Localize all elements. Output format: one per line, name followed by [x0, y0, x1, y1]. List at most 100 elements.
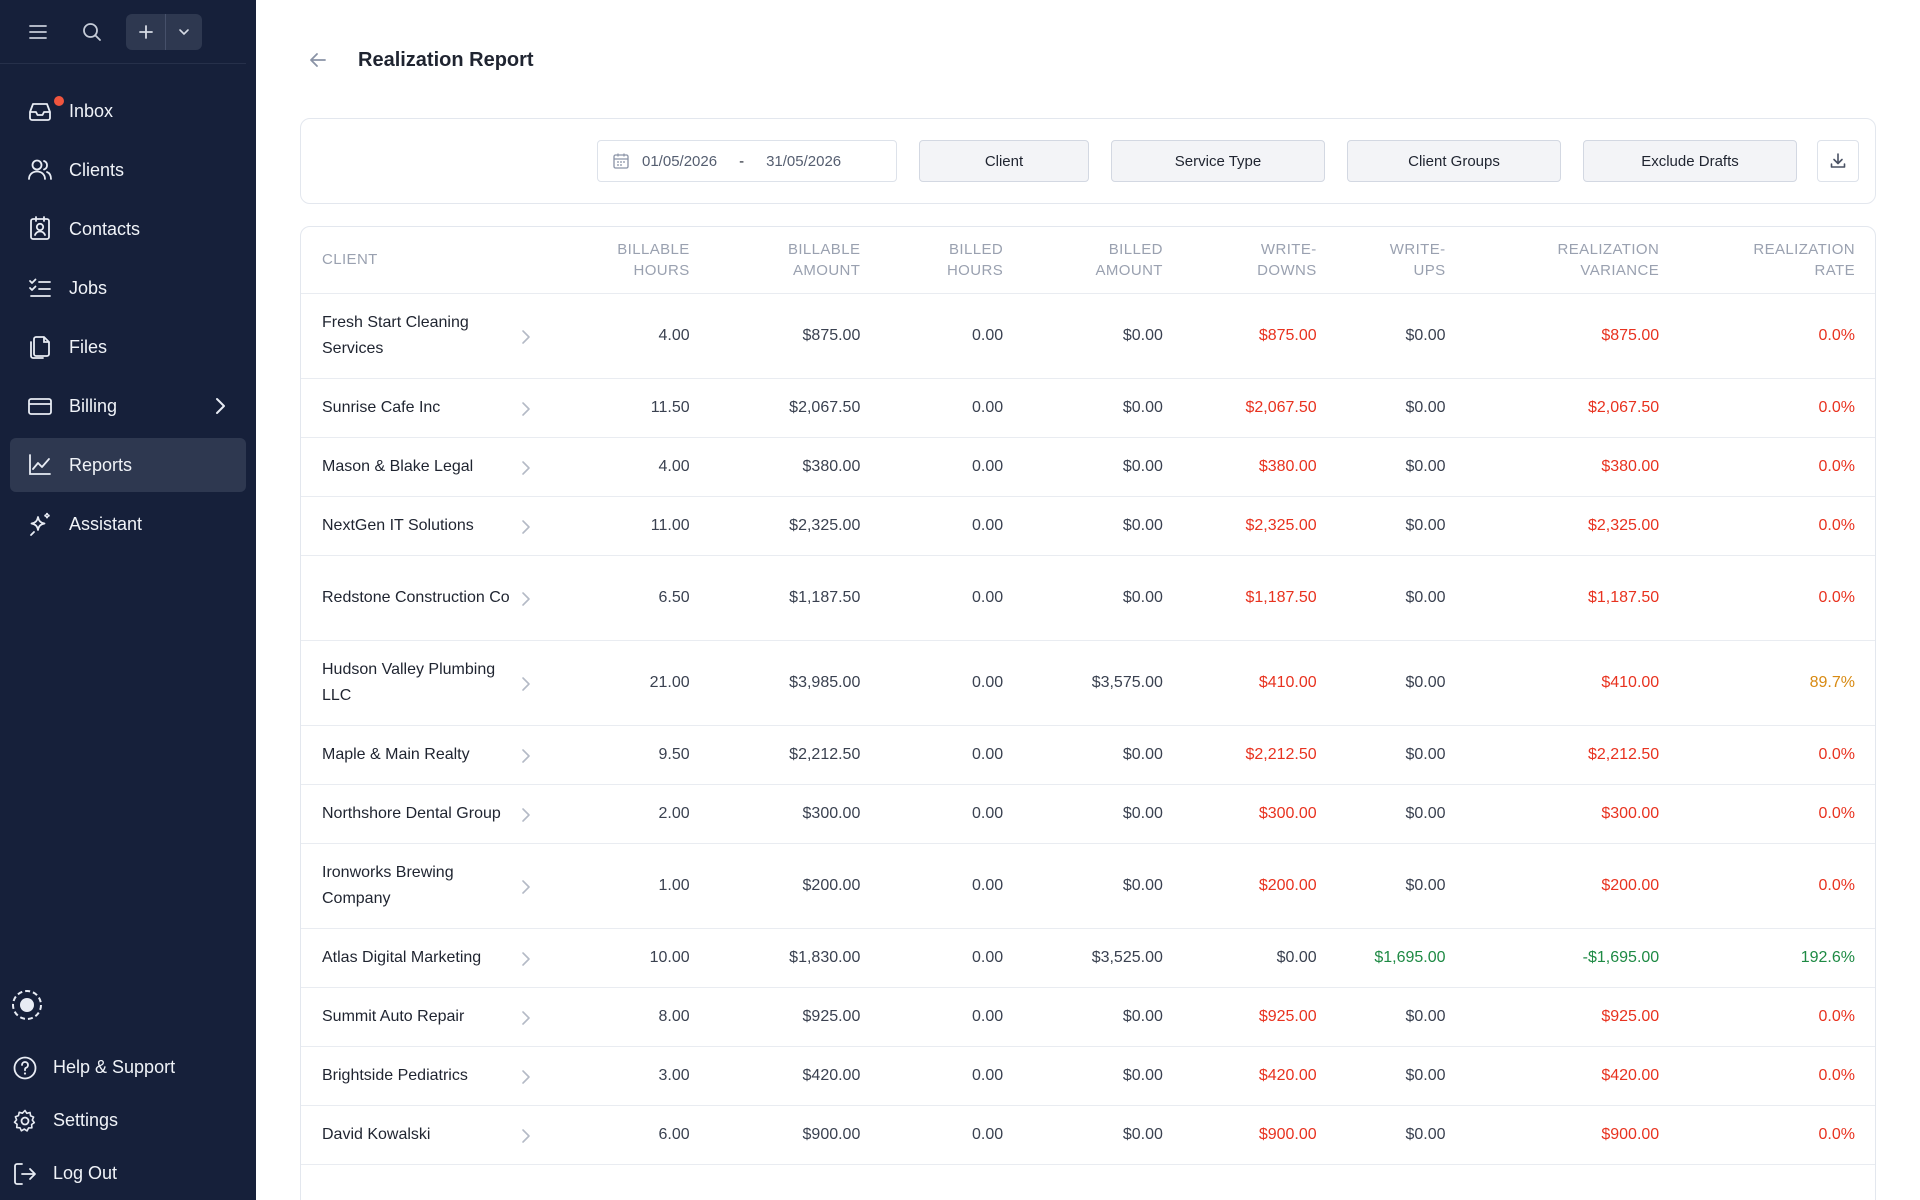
table-row[interactable]: Hudson Valley Plumbing LLC 21.00 $3,985.00… — [301, 640, 1875, 726]
date-from[interactable]: 01/05/2026 — [642, 152, 718, 170]
client-filter-button[interactable]: Client — [919, 140, 1089, 182]
client-name[interactable]: Northshore Dental Group — [322, 804, 501, 822]
chevron-right-icon[interactable] — [521, 878, 531, 904]
column-header-line: Rate — [1814, 261, 1855, 279]
sidebar-item-inbox[interactable]: Inbox — [10, 84, 246, 138]
billed-hours-cell: 0.00 — [876, 1046, 1020, 1106]
client-cell[interactable]: Hudson Valley Plumbing LLC — [301, 640, 543, 726]
sidebar-item-assistant[interactable]: Assistant — [10, 497, 246, 551]
client-cell[interactable]: Brightside Pediatrics — [301, 1046, 543, 1106]
column-header-billed-amount[interactable]: Billed Amount — [1019, 227, 1179, 294]
date-to[interactable]: 31/05/2026 — [766, 152, 842, 170]
client-name[interactable]: Ironworks Brewing Company — [322, 863, 454, 907]
column-header-write-ups[interactable]: Write- Ups — [1332, 227, 1462, 294]
sidebar-item-contacts[interactable]: Contacts — [10, 202, 246, 256]
client-name[interactable]: David Kowalski — [322, 1125, 431, 1143]
client-name[interactable]: Mason & Blake Legal — [322, 457, 474, 475]
main-content: Realization Report 01/05/2026 - 31/05/20… — [256, 0, 1920, 1200]
plus-icon[interactable] — [126, 13, 166, 50]
table-row[interactable]: Maple & Main Realty 9.50 $2,212.50 0.00 $0.0… — [301, 725, 1875, 785]
rate-cell: 0.0% — [1675, 378, 1875, 438]
sidebar-item-files[interactable]: Files — [10, 320, 246, 374]
table-row[interactable]: Redstone Construction Co 6.50 $1,187.50 0.0… — [301, 555, 1875, 641]
billable-amount-cell: $2,212.50 — [701, 725, 877, 785]
chevron-right-icon[interactable] — [208, 394, 232, 423]
chevron-down-icon[interactable] — [166, 28, 202, 36]
column-header-realization-rate[interactable]: Realization Rate — [1675, 227, 1875, 294]
client-cell[interactable]: Redstone Construction Co — [301, 555, 543, 641]
chevron-right-icon[interactable] — [521, 459, 531, 485]
column-header-line: Variance — [1580, 261, 1660, 279]
client-cell[interactable]: Fresh Start Cleaning Services — [301, 293, 543, 379]
sidebar-item-billing[interactable]: Billing — [10, 379, 246, 433]
client-groups-filter-button[interactable]: Client Groups — [1347, 140, 1561, 182]
client-cell[interactable]: Summit Auto Repair — [301, 987, 543, 1047]
help-support-link[interactable]: Help & Support — [0, 1041, 256, 1094]
column-header-write-downs[interactable]: Write- Downs — [1178, 227, 1333, 294]
chevron-right-icon[interactable] — [521, 590, 531, 616]
search-icon[interactable] — [80, 20, 104, 44]
chevron-right-icon[interactable] — [521, 518, 531, 544]
column-header-client[interactable]: Client — [301, 227, 543, 294]
table-row[interactable]: Brightside Pediatrics 3.00 $420.00 0.00 $0.0… — [301, 1046, 1875, 1106]
client-name[interactable]: Redstone Construction Co — [322, 588, 510, 606]
chevron-right-icon[interactable] — [521, 328, 531, 354]
client-cell[interactable]: Northshore Dental Group — [301, 784, 543, 844]
table-row[interactable]: Mason & Blake Legal 4.00 $380.00 0.00 $0.00 $… — [301, 437, 1875, 497]
client-name[interactable]: Fresh Start Cleaning Services — [322, 313, 469, 357]
billed-hours-cell: 0.00 — [876, 293, 1020, 379]
client-name[interactable]: Summit Auto Repair — [322, 1007, 465, 1025]
client-name[interactable]: Maple & Main Realty — [322, 745, 470, 763]
chevron-right-icon[interactable] — [521, 747, 531, 773]
client-name[interactable]: Brightside Pediatrics — [322, 1066, 468, 1084]
client-cell[interactable]: Sunrise Cafe Inc — [301, 378, 543, 438]
column-header-billable-hours[interactable]: Billable Hours — [542, 227, 702, 294]
chevron-right-icon[interactable] — [521, 806, 531, 832]
sidebar-item-reports[interactable]: Reports — [10, 438, 246, 492]
logout-link[interactable]: Log Out — [0, 1147, 256, 1200]
quick-add-button[interactable] — [126, 13, 202, 50]
sidebar-item-jobs[interactable]: Jobs — [10, 261, 246, 315]
client-cell[interactable]: Mason & Blake Legal — [301, 437, 543, 497]
billable-amount-cell: $420.00 — [701, 1046, 877, 1106]
client-name[interactable]: Hudson Valley Plumbing LLC — [322, 660, 496, 704]
client-cell[interactable]: David Kowalski — [301, 1105, 543, 1165]
back-arrow-icon[interactable] — [306, 48, 330, 72]
menu-icon[interactable] — [26, 20, 50, 44]
chevron-right-icon[interactable] — [521, 1068, 531, 1094]
write-ups-cell: $0.00 — [1332, 293, 1462, 379]
sidebar-nav: Inbox Clients Contacts Jobs Files — [0, 84, 256, 551]
date-range-picker[interactable]: 01/05/2026 - 31/05/2026 — [597, 140, 897, 182]
table-row[interactable]: NextGen IT Solutions 11.00 $2,325.00 0.00 $0… — [301, 496, 1875, 556]
client-name[interactable]: NextGen IT Solutions — [322, 516, 474, 534]
exclude-drafts-button[interactable]: Exclude Drafts — [1583, 140, 1797, 182]
client-cell[interactable]: Atlas Digital Marketing — [301, 928, 543, 988]
table-row[interactable]: Atlas Digital Marketing 10.00 $1,830.00 0.0… — [301, 928, 1875, 988]
download-icon[interactable] — [1817, 140, 1859, 182]
settings-link[interactable]: Settings — [0, 1094, 256, 1147]
column-header-billable-amount[interactable]: Billable Amount — [701, 227, 877, 294]
service-type-filter-button[interactable]: Service Type — [1111, 140, 1325, 182]
client-cell[interactable]: Maple & Main Realty — [301, 725, 543, 785]
client-name[interactable]: Sunrise Cafe Inc — [322, 398, 441, 416]
column-header-realization-variance[interactable]: Realization Variance — [1461, 227, 1676, 294]
column-header-billed-hours[interactable]: Billed Hours — [876, 227, 1020, 294]
table-row[interactable]: Ironworks Brewing Company 1.00 $200.00 0.00… — [301, 843, 1875, 929]
chevron-right-icon[interactable] — [521, 675, 531, 701]
table-row[interactable]: Summit Auto Repair 8.00 $925.00 0.00 $0.00 $9… — [301, 987, 1875, 1047]
billed-hours-cell: 0.00 — [876, 496, 1020, 556]
table-row[interactable]: David Kowalski 6.00 $900.00 0.00 $0.00 $900.0… — [301, 1105, 1875, 1165]
client-cell[interactable]: NextGen IT Solutions — [301, 496, 543, 556]
client-name[interactable]: Atlas Digital Marketing — [322, 948, 482, 966]
chevron-right-icon[interactable] — [521, 1127, 531, 1153]
client-cell[interactable]: Ironworks Brewing Company — [301, 843, 543, 929]
table-row[interactable]: Fresh Start Cleaning Services 4.00 $875.00… — [301, 293, 1875, 379]
chevron-right-icon[interactable] — [521, 1009, 531, 1035]
table-row[interactable]: Northshore Dental Group 2.00 $300.00 0.00 $0… — [301, 784, 1875, 844]
billable-hours-cell: 11.50 — [542, 378, 702, 438]
sidebar-item-clients[interactable]: Clients — [10, 143, 246, 197]
chevron-right-icon[interactable] — [521, 400, 531, 426]
table-row[interactable]: Sunrise Cafe Inc 11.50 $2,067.50 0.00 $0.00 $… — [301, 378, 1875, 438]
chevron-right-icon[interactable] — [521, 950, 531, 976]
column-header-line: Write- — [1260, 240, 1317, 258]
